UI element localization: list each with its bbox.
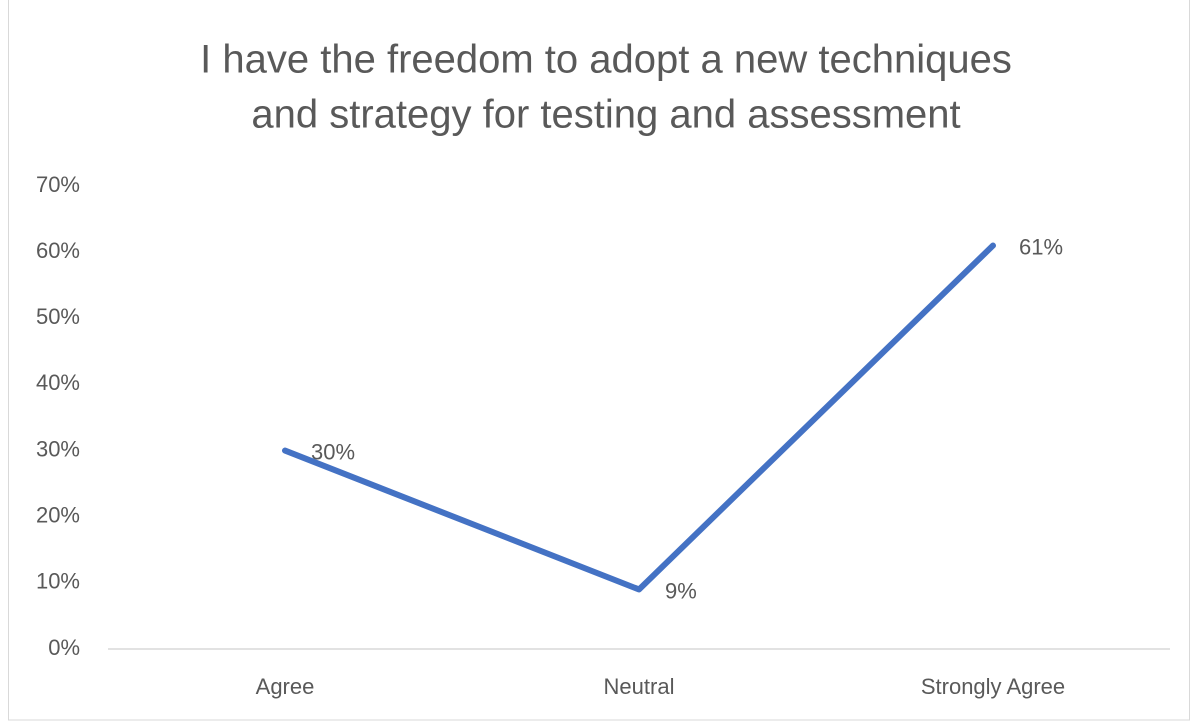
y-tick-label: 60% xyxy=(36,238,80,263)
chart-title: and strategy for testing and assessment xyxy=(251,93,960,137)
data-label: 30% xyxy=(311,439,355,464)
y-tick-label: 50% xyxy=(36,304,80,329)
chart-frame xyxy=(8,0,1190,721)
data-line xyxy=(282,242,996,593)
x-tick-label: Neutral xyxy=(604,674,675,699)
chart-title: I have the freedom to adopt a new techni… xyxy=(200,38,1012,82)
y-tick-label: 0% xyxy=(48,635,80,660)
y-tick-label: 20% xyxy=(36,503,80,528)
data-label: 61% xyxy=(1019,234,1063,259)
y-tick-label: 30% xyxy=(36,436,80,461)
x-tick-label: Agree xyxy=(256,674,315,699)
y-tick-label: 40% xyxy=(36,370,80,395)
x-tick-label: Strongly Agree xyxy=(921,674,1065,699)
y-tick-label: 10% xyxy=(36,569,80,594)
data-label: 9% xyxy=(665,578,697,603)
y-tick-label: 70% xyxy=(36,172,80,197)
